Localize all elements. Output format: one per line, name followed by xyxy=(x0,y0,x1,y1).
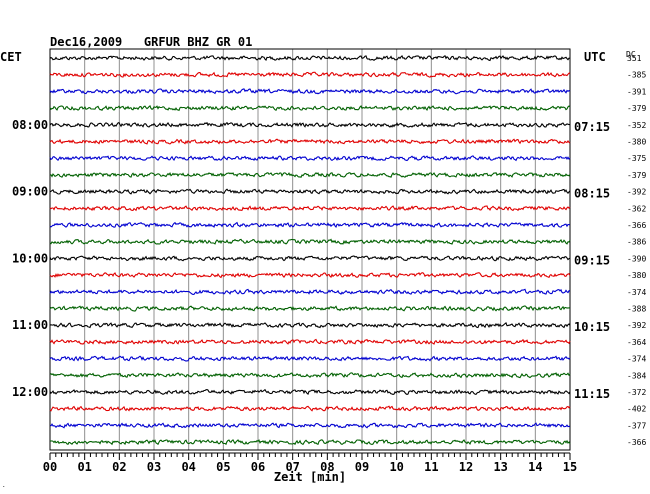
x-tick-label: 00 xyxy=(43,460,57,474)
trace-lines xyxy=(49,54,571,446)
seismic-trace-4 xyxy=(49,105,571,112)
dc-offset-label: -379 xyxy=(627,171,646,180)
trace-labels: 351 -385 -391 -379 -352 08:00 07:15 -380 -375 -37… xyxy=(12,54,646,447)
x-tick-label: 07 xyxy=(285,460,299,474)
right-hour-label: 11:15 xyxy=(574,387,610,401)
left-hour-label: 09:00 xyxy=(12,185,48,199)
dc-offset-label: -390 xyxy=(627,254,646,263)
grid-lines xyxy=(49,48,571,451)
right-hour-label: 07:15 xyxy=(574,120,610,134)
x-tick-label: 10 xyxy=(389,460,403,474)
x-tick-label: 03 xyxy=(147,460,161,474)
seismic-trace-22 xyxy=(49,405,571,412)
x-tick-label: 12 xyxy=(459,460,473,474)
seismic-trace-18 xyxy=(49,338,571,345)
dc-offset-label: -364 xyxy=(627,338,646,347)
dc-offset-label: -386 xyxy=(627,238,646,247)
right-hour-label: 08:15 xyxy=(574,187,610,201)
dc-offset-label: -380 xyxy=(627,271,646,280)
seismic-trace-20 xyxy=(49,372,571,379)
dc-offset-label: -377 xyxy=(627,421,646,430)
seismic-trace-21 xyxy=(49,388,571,396)
dc-offset-label: -402 xyxy=(627,405,646,414)
seismic-trace-8 xyxy=(49,171,571,179)
seismic-trace-3 xyxy=(49,88,571,95)
dc-offset-label: -380 xyxy=(627,138,646,147)
x-tick-label: 02 xyxy=(112,460,126,474)
dc-header-label: DC xyxy=(626,50,636,59)
right-hour-label: 09:15 xyxy=(574,253,610,267)
left-hour-label: 12:00 xyxy=(12,385,48,399)
dc-offset-label: -392 xyxy=(627,188,646,197)
seismic-trace-14 xyxy=(49,272,571,279)
dc-offset-label: -352 xyxy=(627,121,646,130)
x-tick-label: 05 xyxy=(216,460,230,474)
x-tick-label: 11 xyxy=(424,460,438,474)
dc-offset-label: -366 xyxy=(627,438,646,447)
chart-title: Dec16,2009 GRFUR BHZ GR 01 xyxy=(50,35,252,49)
x-tick-label: 06 xyxy=(251,460,265,474)
x-tick-label: 15 xyxy=(563,460,577,474)
seismic-trace-23 xyxy=(49,422,571,429)
seismic-trace-6 xyxy=(49,138,571,145)
x-tick-label: 01 xyxy=(77,460,91,474)
x-tick-label: 08 xyxy=(320,460,334,474)
left-hour-label: 11:00 xyxy=(12,318,48,332)
seismic-trace-5 xyxy=(49,121,570,128)
seismic-trace-13 xyxy=(49,255,571,262)
x-axis-label: Zeit [min] xyxy=(274,470,346,484)
seismic-trace-1 xyxy=(49,54,571,62)
dc-offset-label: -375 xyxy=(627,154,646,163)
dc-offset-label: -379 xyxy=(627,104,646,113)
seismic-trace-2 xyxy=(49,71,571,78)
dc-offset-label: -362 xyxy=(627,204,646,213)
right-hour-label: 10:15 xyxy=(574,320,610,334)
left-hour-label: 08:00 xyxy=(12,118,48,132)
seismic-trace-17 xyxy=(49,321,571,329)
seismic-trace-15 xyxy=(49,288,571,295)
x-tick-label: 04 xyxy=(181,460,195,474)
x-axis: 00 01 02 03 04 05 06 07 08 09 10 11 12 13 14 15 xyxy=(43,452,577,474)
corner-mark: . xyxy=(2,482,6,489)
dc-offset-label: -372 xyxy=(627,388,646,397)
dc-offset-label: -391 xyxy=(627,87,646,96)
dc-offset-label: -374 xyxy=(627,355,646,364)
x-tick-label: 14 xyxy=(528,460,542,474)
x-tick-label: 13 xyxy=(493,460,507,474)
dc-offset-label: -384 xyxy=(627,371,646,380)
seismic-trace-12 xyxy=(49,238,571,245)
left-hour-label: 10:00 xyxy=(12,251,48,265)
dc-offset-label: -374 xyxy=(627,288,646,297)
dc-offset-label: -385 xyxy=(627,71,646,80)
dc-offset-label: -388 xyxy=(627,305,646,314)
dc-offset-label: 351 xyxy=(627,54,642,63)
seismic-trace-10 xyxy=(49,205,571,212)
left-timezone-label: CET xyxy=(0,50,22,64)
plot-frame xyxy=(49,48,571,451)
seismic-trace-7 xyxy=(49,155,571,162)
dc-offset-label: -392 xyxy=(627,321,646,330)
seismic-trace-19 xyxy=(49,355,571,362)
seismic-trace-11 xyxy=(49,221,570,229)
seismic-trace-24 xyxy=(49,439,571,446)
seismic-trace-9 xyxy=(49,188,571,195)
right-timezone-label: UTC xyxy=(584,50,606,64)
x-tick-label: 09 xyxy=(355,460,369,474)
dc-offset-label: -366 xyxy=(627,221,646,230)
seismic-trace-16 xyxy=(49,305,571,312)
